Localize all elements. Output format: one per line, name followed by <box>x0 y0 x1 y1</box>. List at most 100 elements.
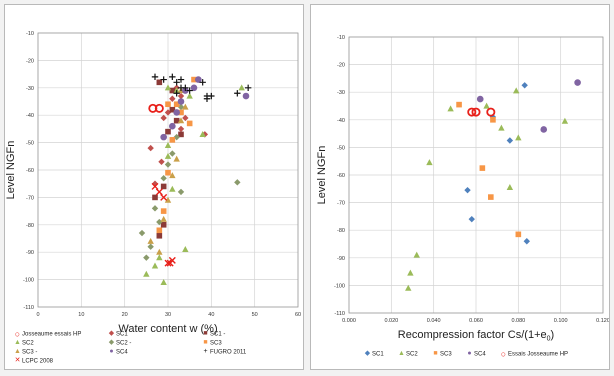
data-point-sc2 <box>506 184 514 191</box>
data-point-sc3 <box>156 227 163 234</box>
legend-marker-icon: ◆ <box>108 339 115 346</box>
data-point-sc1 <box>178 131 184 138</box>
legend-label: Josseaume essais HP <box>22 331 82 338</box>
data-point-sc1 <box>177 92 185 100</box>
data-point-sc3 <box>173 101 180 108</box>
data-point-fugro-2011 <box>208 92 215 100</box>
data-point-sc2 <box>199 130 206 137</box>
legend-label: FUGRO 2011 <box>210 349 247 356</box>
data-point-fugro-2011 <box>186 87 193 94</box>
data-point-sc2 <box>405 284 412 291</box>
legend-item-sc2: ▲SC2 <box>397 350 418 359</box>
data-point-sc1 <box>160 222 167 228</box>
data-point-sc1 <box>468 215 475 223</box>
data-point-sc3 <box>456 101 462 108</box>
series-sc2 <box>143 84 245 285</box>
data-point-sc1 <box>165 128 171 135</box>
data-point-sc2 <box>169 150 176 157</box>
series-sc3 <box>147 87 189 255</box>
legend-item-sc3: ■ SC3 <box>201 339 221 348</box>
data-point-sc3 <box>160 208 167 214</box>
data-point-fugro-2011 <box>160 76 167 83</box>
data-point-sc1 <box>173 117 180 124</box>
x-tick-label: 20 <box>122 312 128 318</box>
legend-marker-icon: ■ <box>203 339 208 346</box>
data-point-sc3 <box>479 165 486 171</box>
y-tick-label: -10 <box>337 35 345 41</box>
data-point-fugro-2011 <box>234 90 241 97</box>
legend-item-sc3: ■ SC3 <box>431 350 451 359</box>
data-point-sc2 <box>164 161 172 168</box>
y-tick-label: -100 <box>334 283 345 289</box>
data-point-sc3 <box>160 215 167 222</box>
data-point-sc2 <box>182 246 189 253</box>
data-point-sc3 <box>165 101 171 108</box>
legend-item-essais-josseaume-hp: ○ Essais Josseaume HP <box>499 350 568 359</box>
data-point-sc2 <box>164 84 172 91</box>
data-point-sc2 <box>138 229 146 237</box>
series-sc3 <box>456 101 522 238</box>
series-sc3 <box>156 76 197 234</box>
y-tick-label: -110 <box>23 305 34 311</box>
data-point-lcpc-2008 <box>151 182 159 190</box>
data-point-essais-josseaume-hp <box>471 107 481 117</box>
data-point-sc4 <box>173 109 180 116</box>
y-tick-label: -100 <box>23 278 34 284</box>
legend-item-sc1: ■ SC1 - <box>201 330 225 339</box>
data-point-fugro-2011 <box>169 73 176 81</box>
data-point-sc4 <box>177 98 185 105</box>
legend-marker-icon: ▲ <box>14 339 21 346</box>
legend-item-josseaume-essais-hp: ○ Josseaume essais HP <box>13 330 82 339</box>
data-point-fugro-2011 <box>151 73 159 81</box>
legend-item-sc2: ▲SC2 <box>13 339 34 348</box>
data-point-sc2 <box>515 134 522 141</box>
data-point-sc1 <box>169 87 176 94</box>
data-point-sc3 <box>191 76 197 83</box>
data-point-sc3 <box>490 117 496 123</box>
legend-label: SC4 <box>474 351 486 358</box>
data-point-sc2 <box>177 103 185 111</box>
y-tick-label: -90 <box>26 250 34 256</box>
series-sc1 <box>464 82 530 245</box>
data-point-sc3 <box>182 103 189 110</box>
x-tick-label: 0.100 <box>554 318 568 324</box>
data-point-sc1 <box>152 194 158 201</box>
data-point-sc3 <box>164 196 172 203</box>
legend-label: SC1 - <box>210 331 226 338</box>
legend-marker-icon: ● <box>109 348 114 355</box>
x-axis-label: Recompression factor Cs/(1+e0) <box>398 329 554 343</box>
data-point-lcpc-2008 <box>168 256 176 264</box>
legend-label: SC2 <box>22 340 34 347</box>
legend-marker-icon: ▲ <box>14 348 21 355</box>
data-point-sc4 <box>540 126 548 133</box>
x-axis-label: Water content w (%) <box>118 323 217 335</box>
y-tick-label: -20 <box>26 58 34 64</box>
y-tick-label: -20 <box>337 63 345 69</box>
x-tick-label: 0 <box>36 312 39 318</box>
y-tick-label: -40 <box>26 113 34 119</box>
x-tick-label: 0.080 <box>511 318 525 324</box>
data-point-josseaume-essais-hp <box>154 103 164 113</box>
plot-area-border <box>37 32 299 308</box>
y-tick-label: -80 <box>26 223 34 229</box>
data-point-sc3 <box>515 231 522 238</box>
data-point-sc4 <box>195 76 202 83</box>
data-point-sc3 <box>169 137 176 143</box>
data-point-sc3 <box>488 194 494 200</box>
data-point-fugro-2011 <box>177 76 185 83</box>
legend-item-lcpc-2008: ✕ LCPC 2008 <box>13 357 53 366</box>
legend-item-sc4: ● SC4 <box>107 348 127 357</box>
legend-label: Essais Josseaume HP <box>508 351 569 358</box>
data-point-sc1 <box>147 144 154 152</box>
data-point-sc1 <box>169 106 176 113</box>
data-point-sc2 <box>186 92 193 99</box>
legend-label: SC2 - <box>116 340 132 347</box>
legend-marker-icon: ◆ <box>364 350 371 357</box>
data-point-sc3 <box>173 155 180 162</box>
x-tick-label: 0.120 <box>596 318 609 324</box>
legend-marker-icon: + <box>203 348 208 355</box>
data-point-sc1 <box>182 114 189 122</box>
data-point-sc3 <box>165 169 171 176</box>
series-fugro-2011 <box>151 73 252 102</box>
legend-marker-icon: ■ <box>433 350 438 357</box>
